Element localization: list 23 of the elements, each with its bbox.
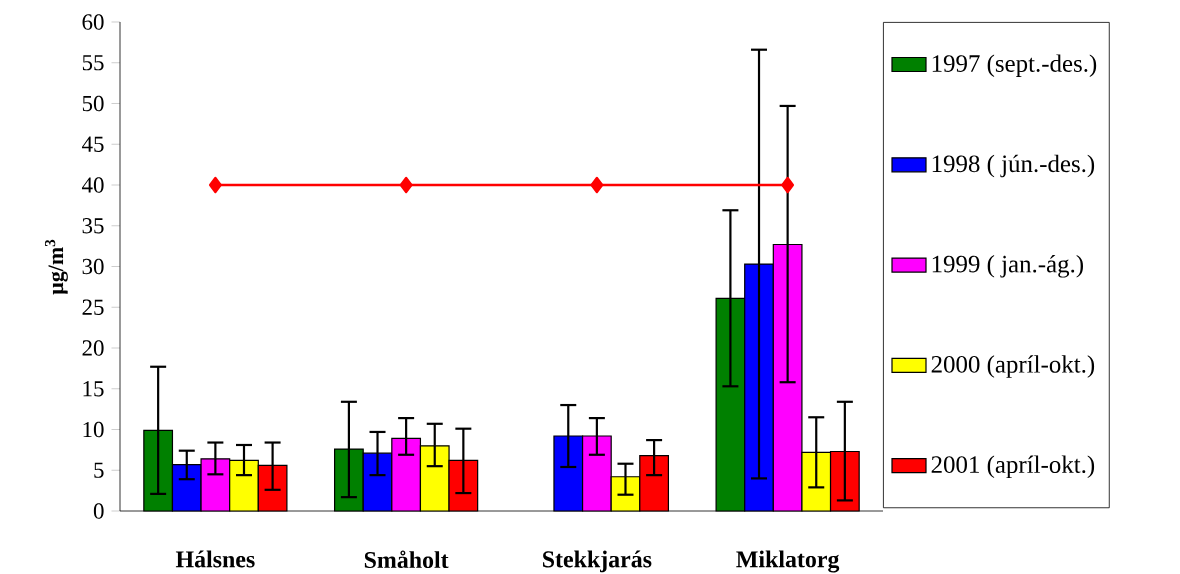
y-tick-label: 30 (82, 258, 104, 275)
legend-label: 1997 (sept.-des.) (932, 54, 1097, 77)
x-tick-label: Småholt (364, 550, 449, 569)
y-tick-label: 50 (82, 95, 104, 112)
y-tick-label: 25 (82, 299, 104, 315)
y-tick-label: 45 (81, 136, 104, 152)
x-tick-label: Stekkjarás (543, 550, 652, 573)
legend-label: 2000 (apríl-okt.) (931, 355, 1095, 378)
legend-label: 1998 ( jún.-des.) (932, 154, 1095, 178)
y-tick-label: 20 (82, 340, 104, 356)
y-tick-label: 15 (83, 381, 104, 397)
y-tick-label: 10 (83, 421, 104, 438)
y-tick-label: 5 (94, 462, 104, 478)
legend-label: 2001 (apríl-okt.) (931, 455, 1095, 479)
x-tick-label: Hálsnes (175, 550, 255, 568)
y-tick-label: 40 (81, 177, 104, 193)
y-tick-label: 60 (82, 14, 104, 30)
x-tick-label: Miklatorg (736, 550, 840, 573)
y-axis-title: µg/m$^{3}$ (44, 239, 68, 295)
y-tick-label: 0 (93, 503, 104, 519)
legend-label: 1999 ( jan.-ág.) (932, 254, 1083, 278)
y-tick-label: 35 (82, 218, 104, 234)
y-tick-label: 55 (82, 55, 104, 71)
